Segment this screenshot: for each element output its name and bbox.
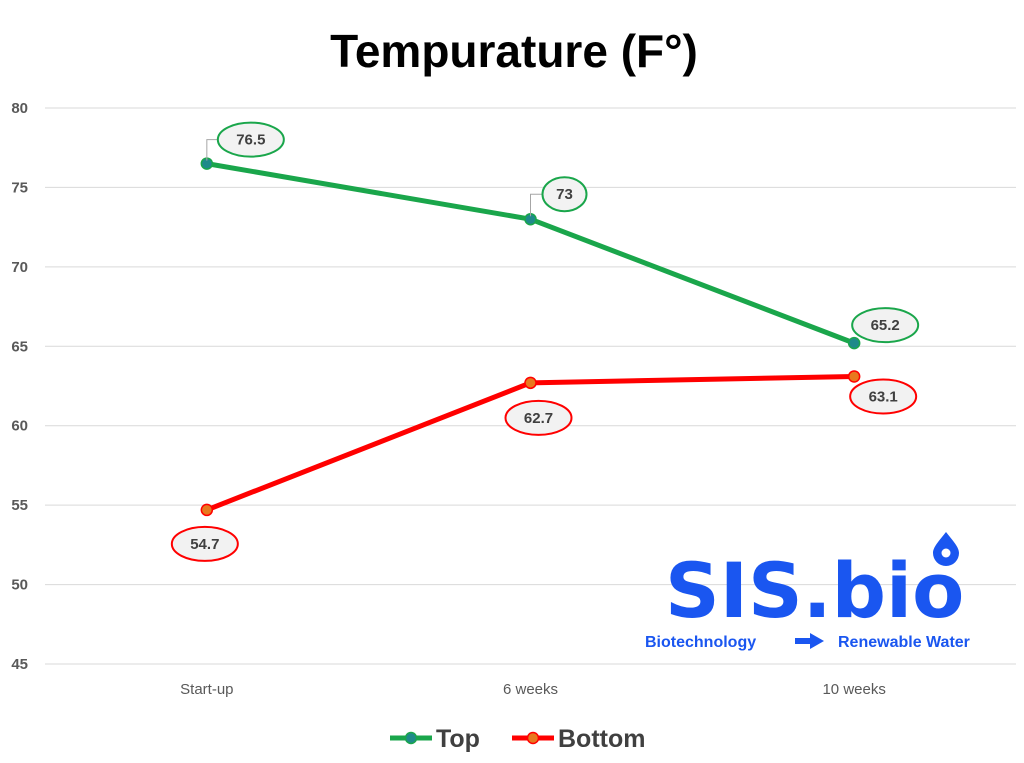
y-tick-label: 75 — [11, 179, 28, 196]
y-tick-label: 50 — [11, 577, 28, 594]
data-label-bubble — [216, 121, 285, 158]
legend-item-bottom: Bottom — [512, 725, 645, 753]
y-tick-label: 80 — [11, 100, 28, 117]
data-labels-layer: 76.5 73 65.2 54.7 62.7 63.1 — [170, 121, 920, 562]
legend-marker — [526, 731, 540, 745]
y-tick-label: 70 — [11, 259, 28, 276]
data-label-bubble — [849, 378, 918, 415]
data-point-bottom — [524, 376, 537, 390]
sis-bio-logo: SIS.bio Biotechnology Renewable Water — [645, 532, 970, 651]
arrow-right-icon — [795, 633, 824, 649]
legend-label: Bottom — [558, 725, 645, 753]
data-label: 76.5 — [236, 132, 265, 149]
x-tick-label: 10 weeks — [822, 681, 885, 698]
data-label: 54.7 — [190, 536, 219, 553]
data-label: 65.2 — [871, 317, 900, 334]
data-point-bottom — [847, 370, 861, 383]
x-axis-tick-labels: Start-up 6 weeks 10 weeks — [180, 681, 886, 698]
legend-label: Top — [436, 725, 480, 753]
logo-tagline-right: Renewable Water — [838, 634, 970, 651]
data-label: 73 — [556, 186, 573, 203]
legend-item-top: Top — [390, 725, 480, 753]
data-point-bottom — [200, 503, 214, 517]
chart-title: Tempurature (F°) — [330, 25, 698, 77]
x-tick-label: 6 weeks — [503, 681, 558, 698]
water-drop-highlight — [941, 548, 951, 558]
x-tick-label: Start-up — [180, 681, 233, 698]
data-label-bubble — [504, 399, 573, 436]
y-axis-tick-labels: 45 50 55 60 65 70 75 80 — [11, 100, 28, 673]
legend-marker — [404, 731, 418, 745]
data-label: 63.1 — [869, 388, 898, 405]
y-tick-label: 45 — [11, 656, 28, 673]
data-label-bubble — [170, 525, 239, 562]
logo-wordmark: SIS.bio — [665, 546, 964, 635]
data-label: 62.7 — [524, 410, 553, 427]
series-layer — [200, 157, 861, 517]
data-label-bubble — [541, 176, 588, 213]
series-line-bottom — [204, 373, 857, 513]
data-point-top — [847, 336, 861, 350]
y-tick-label: 60 — [11, 418, 28, 435]
y-tick-label: 65 — [11, 338, 28, 355]
data-label-bubble — [851, 307, 920, 344]
legend: Top Bottom — [390, 725, 645, 753]
y-tick-label: 55 — [11, 497, 28, 514]
label-leader-line — [206, 139, 218, 161]
series-line-top — [204, 161, 857, 346]
logo-tagline-left: Biotechnology — [645, 634, 756, 651]
label-leader-line — [530, 193, 543, 217]
